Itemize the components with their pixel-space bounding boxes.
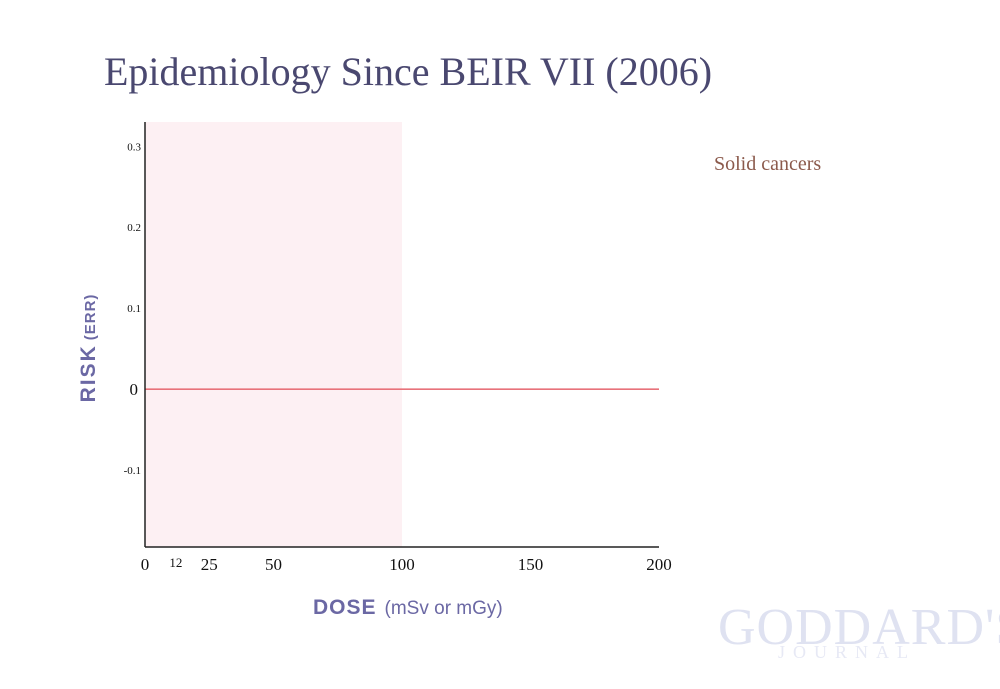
x-tick-labels: 0 12 25 50 100 150 200 [141,555,672,574]
x-tick-label: 50 [265,555,282,574]
journal-logo: GODDARD'S JOURNAL [718,598,1000,668]
x-tick-label: 100 [389,555,415,574]
y-tick-label: -0.1 [124,465,141,477]
y-tick-label: 0.3 [127,141,141,153]
page-title: Epidemiology Since BEIR VII (2006) [104,49,713,94]
x-tick-label: 12 [169,555,182,570]
logo-text-sub: JOURNAL [778,642,917,662]
y-axis-units: (ERR) [82,293,99,341]
chart-annotation: Solid cancers [714,153,822,175]
x-axis-label: DOSE (mSv or mGy) [313,596,503,620]
y-tick-label: 0.1 [127,303,141,315]
x-tick-label: 150 [518,555,544,574]
x-axis-units: (mSv or mGy) [384,598,503,619]
y-axis-label: RISK (ERR) [77,294,101,403]
logo-text-main: GODDARD'S [718,599,1000,656]
y-tick-label: 0 [130,380,139,399]
x-axis-title: DOSE [313,596,377,619]
x-tick-label: 0 [141,555,150,574]
x-tick-label: 25 [201,555,218,574]
y-tick-label: 0.2 [127,222,141,234]
low-dose-region [145,122,402,547]
x-tick-label: 200 [646,555,672,574]
y-tick-labels: 0.3 0.2 0.1 0 -0.1 [124,141,142,477]
y-axis-title: RISK [77,344,100,403]
